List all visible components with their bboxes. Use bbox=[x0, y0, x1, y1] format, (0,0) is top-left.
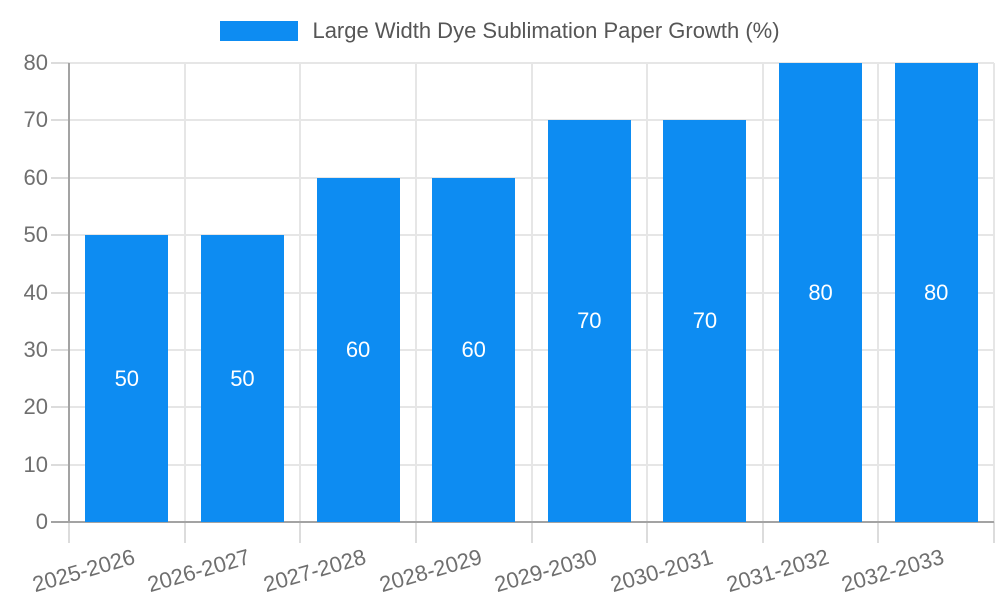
bar-value-label: 50 bbox=[114, 365, 140, 391]
y-axis-tick bbox=[51, 406, 69, 409]
y-axis-tick bbox=[51, 291, 69, 294]
x-axis-line bbox=[51, 521, 994, 523]
x-axis-tick bbox=[646, 522, 649, 543]
bar[interactable] bbox=[200, 235, 284, 522]
bar[interactable] bbox=[547, 120, 631, 522]
v-gridline bbox=[414, 63, 417, 522]
y-axis-tick bbox=[51, 176, 69, 179]
bar-value-label: 70 bbox=[692, 308, 718, 334]
bar[interactable] bbox=[894, 63, 978, 522]
x-axis-tick bbox=[877, 522, 880, 543]
v-gridline bbox=[993, 63, 995, 522]
x-axis-tick bbox=[761, 522, 764, 543]
bar-value-label: 70 bbox=[577, 308, 602, 334]
bar[interactable] bbox=[85, 235, 169, 522]
bar[interactable] bbox=[316, 177, 400, 522]
chart-legend: Large Width Dye Sublimation Paper Growth… bbox=[0, 18, 1000, 44]
x-axis-tick bbox=[993, 522, 995, 543]
y-axis-tick-label: 60 bbox=[23, 164, 48, 190]
y-axis-line bbox=[68, 63, 70, 522]
y-axis-tick-label: 50 bbox=[23, 222, 48, 248]
y-axis-tick bbox=[51, 234, 69, 237]
v-gridline bbox=[877, 63, 880, 522]
x-axis-tick bbox=[68, 522, 70, 543]
y-axis-tick-label: 10 bbox=[23, 451, 48, 477]
y-axis-tick bbox=[51, 348, 69, 351]
y-axis-tick-label: 30 bbox=[23, 336, 48, 362]
y-axis-tick bbox=[51, 62, 69, 64]
v-gridline bbox=[299, 63, 302, 522]
bar-value-label: 80 bbox=[923, 279, 949, 305]
x-axis-tick bbox=[414, 522, 417, 543]
bar-value-label: 80 bbox=[808, 279, 833, 305]
y-axis-tick bbox=[51, 463, 69, 466]
x-axis-tick bbox=[299, 522, 302, 543]
y-axis-tick-label: 80 bbox=[23, 50, 48, 75]
y-axis-tick-label: 70 bbox=[23, 107, 48, 133]
bar-value-label: 60 bbox=[461, 336, 486, 362]
v-gridline bbox=[530, 63, 533, 522]
y-axis-tick bbox=[51, 119, 69, 122]
bar[interactable] bbox=[779, 63, 863, 522]
v-gridline bbox=[761, 63, 764, 522]
bar[interactable] bbox=[663, 120, 747, 522]
legend-swatch bbox=[220, 21, 299, 41]
v-gridline bbox=[646, 63, 649, 522]
y-axis-tick-label: 20 bbox=[23, 394, 48, 420]
x-axis-tick bbox=[530, 522, 533, 543]
v-gridline bbox=[183, 63, 186, 522]
bar-value-label: 60 bbox=[345, 336, 371, 362]
y-axis-tick-label: 0 bbox=[35, 509, 48, 534]
bar-value-label: 50 bbox=[230, 365, 255, 391]
y-axis-tick-label: 40 bbox=[23, 279, 48, 305]
x-axis-tick bbox=[183, 522, 186, 543]
legend-label: Large Width Dye Sublimation Paper Growth… bbox=[312, 18, 780, 43]
bar[interactable] bbox=[432, 177, 516, 522]
